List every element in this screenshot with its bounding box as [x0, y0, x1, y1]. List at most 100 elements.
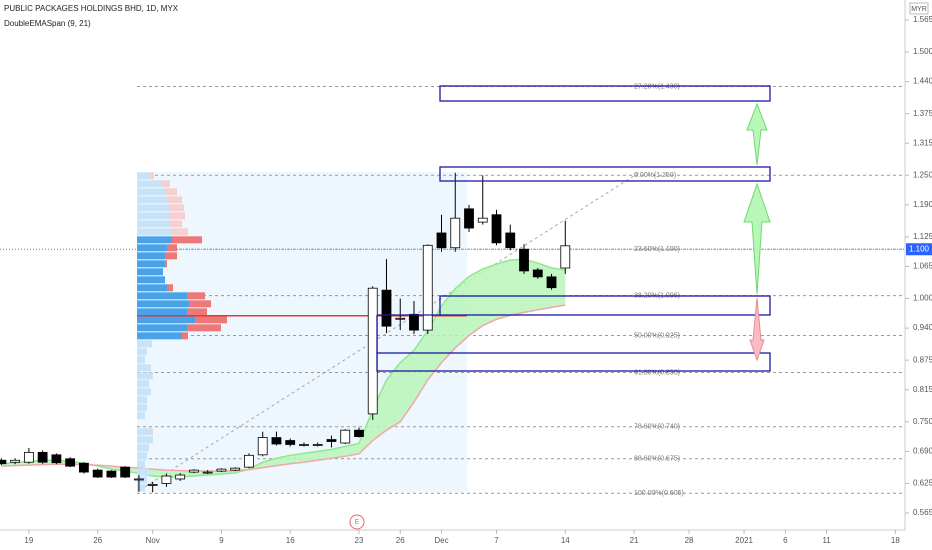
fib-label: 100.00%(0.605) [634, 490, 684, 497]
currency-box [909, 2, 929, 15]
profile-up [137, 388, 151, 396]
y-tick-label: 0.625 [913, 479, 932, 488]
candle-body [189, 469, 199, 473]
profile-up [137, 188, 165, 196]
profile-up [137, 452, 147, 460]
profile-down [189, 300, 211, 308]
candle-body [92, 469, 103, 478]
fib-label: 0.00%(1.250) [634, 172, 676, 179]
y-tick-label: 1.500 [913, 47, 932, 56]
profile-up [137, 308, 187, 316]
x-tick-label: 16 [286, 536, 295, 545]
candle-body [395, 317, 406, 320]
profile-up [137, 436, 153, 444]
profile-down [162, 180, 170, 188]
fib-label: 88.60%(0.675) [634, 456, 680, 463]
candle-body [10, 459, 21, 463]
currency-label: MYR [911, 6, 927, 13]
profile-up [137, 212, 169, 220]
profile-up [137, 468, 149, 476]
y-tick-label: 1.250 [913, 170, 932, 179]
y-tick-label: 1.565 [913, 15, 932, 24]
x-tick-label: 28 [685, 536, 694, 545]
profile-down [167, 244, 177, 252]
fib-label: 50.00%(0.925) [634, 332, 680, 339]
back-layer: 27.20%(1.430)0.00%(1.250)23.60%(1.100)38… [0, 83, 905, 497]
volume-profile [137, 172, 467, 492]
y-tick-label: 1.065 [913, 262, 932, 271]
y-tick-label: 1.000 [913, 294, 932, 303]
profile-up [137, 412, 145, 420]
candle-body [422, 244, 433, 331]
y-tick-label: 0.690 [913, 446, 932, 455]
profile-up [137, 292, 187, 300]
candle-body [0, 459, 7, 465]
y-tick-label: 1.315 [913, 138, 932, 147]
candle-body [519, 248, 529, 272]
y-tick-label: 0.750 [913, 417, 932, 426]
x-tick-label: Nov [146, 536, 160, 545]
profile-down [170, 220, 182, 228]
down-arrow [749, 297, 765, 362]
support-box [439, 295, 771, 316]
candle-body [340, 429, 351, 444]
candle-body [326, 439, 337, 442]
profile-up [137, 396, 147, 404]
arrows [743, 102, 771, 362]
candle-body [477, 217, 488, 223]
y-tick-label: 1.190 [913, 200, 932, 209]
profile-up [137, 356, 145, 364]
ema-band [1, 259, 566, 478]
candle-body [175, 474, 186, 480]
x-tick-label: Dec [434, 536, 448, 545]
profile-up [137, 300, 189, 308]
ema-line [1, 304, 566, 472]
y-tick-label: 1.375 [913, 109, 932, 118]
profile-down [167, 196, 182, 204]
profile-down [167, 284, 173, 292]
candle-body [147, 484, 158, 486]
candle-body [312, 444, 323, 446]
candle-body [244, 454, 254, 468]
candle-body [37, 451, 48, 463]
y-tick-label: 0.815 [913, 385, 932, 394]
candle-body [367, 287, 378, 415]
profile-down [165, 188, 177, 196]
x-tick-label: 21 [630, 536, 639, 545]
profile-up [137, 484, 145, 492]
x-tick-label: 19 [24, 536, 33, 545]
candle-body [216, 468, 227, 472]
candle-body [505, 232, 516, 249]
profile-up [137, 316, 195, 324]
candle-body [546, 276, 557, 289]
y-tick-label: 1.440 [913, 77, 932, 86]
profile-up [137, 276, 165, 284]
candle-body [106, 470, 117, 478]
x-tick-label: 7 [494, 536, 499, 545]
profile-down [182, 332, 188, 340]
profile-up [137, 428, 151, 436]
x-tick-label: 6 [783, 536, 788, 545]
candle-body [78, 462, 89, 473]
profile-down [149, 172, 154, 180]
candle-body [299, 444, 309, 446]
profile-up [137, 372, 153, 380]
indicator-label: DoubleEMASpan (9, 21) [4, 19, 91, 28]
profile-down [171, 228, 188, 236]
profile-up [137, 204, 169, 212]
fib-label: 61.80%(0.850) [634, 369, 680, 376]
profile-down [187, 308, 207, 316]
candle-body [257, 437, 268, 456]
y-tick-label: 0.875 [913, 355, 932, 364]
candle-body [464, 208, 474, 229]
profile-up [137, 268, 163, 276]
profile-down [195, 316, 227, 324]
up-arrow [746, 102, 768, 166]
earnings-marker[interactable] [349, 514, 365, 530]
profile-up [137, 172, 149, 180]
candles [0, 172, 571, 493]
profile-up [137, 332, 182, 340]
profile-down [172, 236, 202, 244]
